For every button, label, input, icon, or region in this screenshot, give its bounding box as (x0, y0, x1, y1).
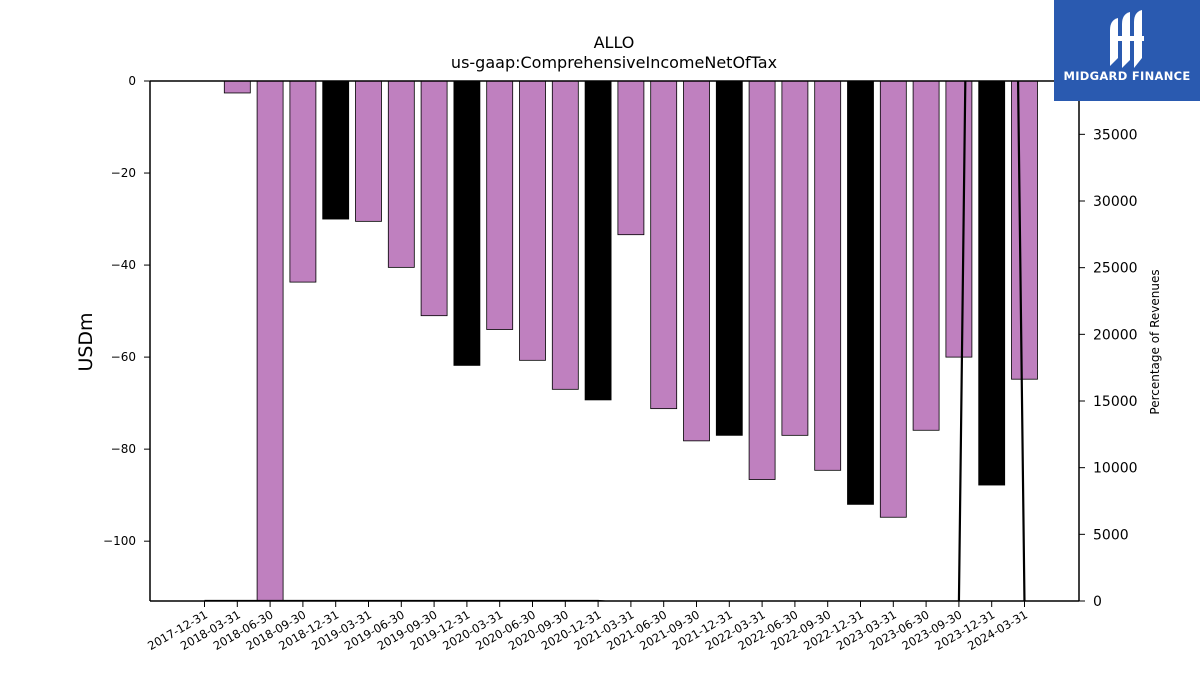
y-tick-label: −60 (111, 350, 136, 364)
bar (355, 81, 382, 222)
brand-logo: MIDGARD FINANCE (1054, 0, 1200, 101)
y-tick-label: −100 (103, 534, 136, 548)
bar (322, 81, 350, 220)
y2-tick-label: 0 (1093, 594, 1102, 610)
y2-tick-label: 30000 (1093, 194, 1138, 210)
bar (420, 81, 448, 317)
bar (289, 81, 317, 283)
y-tick-label: −40 (111, 258, 136, 272)
y-tick-label: −20 (111, 166, 136, 180)
y-axis-label: USDm (75, 312, 97, 371)
bar (847, 81, 874, 505)
bar (945, 81, 973, 358)
bar (584, 81, 612, 401)
bar (519, 81, 546, 361)
bar (453, 81, 481, 366)
bar (387, 81, 415, 268)
chart-subtitle: us-gaap:ComprehensiveIncomeNetOfTax (451, 53, 777, 72)
bar (617, 81, 645, 236)
bar (683, 81, 710, 442)
y2-tick-label: 35000 (1093, 127, 1138, 143)
bar (650, 81, 678, 410)
bar (256, 81, 284, 601)
y2-tick-label: 10000 (1093, 461, 1138, 477)
bar (223, 81, 251, 94)
bar (551, 81, 579, 390)
y-tick-label: 0 (128, 74, 136, 88)
logo-text: MIDGARD FINANCE (1063, 69, 1191, 83)
bar (781, 81, 809, 436)
logo-mark-icon (1110, 10, 1144, 68)
bar (879, 81, 907, 518)
bar (486, 81, 514, 330)
bar (912, 81, 940, 431)
y-tick-label: −80 (111, 442, 136, 456)
bar (978, 81, 1006, 486)
y2-tick-label: 15000 (1093, 394, 1138, 410)
y2-tick-label: 5000 (1093, 527, 1129, 543)
bar (1011, 81, 1038, 380)
bar (715, 81, 743, 436)
bar (814, 81, 842, 471)
bar (748, 81, 776, 480)
chart-title: ALLO (594, 33, 635, 52)
y2-axis-label: Percentage of Revenues (1148, 269, 1162, 414)
y2-tick-label: 25000 (1093, 261, 1138, 277)
bars-group (223, 81, 1038, 601)
y2-tick-label: 20000 (1093, 327, 1138, 343)
